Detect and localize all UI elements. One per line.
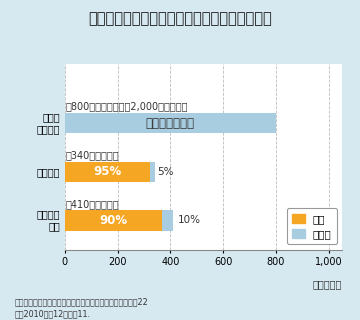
Bar — [65, 210, 162, 231]
Text: 約340万トン発生: 約340万トン発生 — [65, 150, 119, 160]
Text: 5%: 5% — [157, 167, 174, 177]
Text: 資料：農林水産省「バイオマス活用推進基本計画」（平成22
　（2010）年12月）：11.: 資料：農林水産省「バイオマス活用推進基本計画」（平成22 （2010）年12月）… — [14, 298, 148, 318]
Bar — [150, 162, 154, 182]
Text: 10%: 10% — [178, 215, 201, 226]
Text: 木質バイオマスの発生量と利用の現況（推計）: 木質バイオマスの発生量と利用の現況（推計） — [88, 11, 272, 26]
Text: 約410万トン発生: 約410万トン発生 — [65, 199, 119, 209]
Bar — [65, 162, 150, 182]
Text: （万トン）: （万トン） — [312, 279, 342, 289]
Text: ほとんど未利用: ほとんど未利用 — [146, 117, 195, 130]
Bar — [65, 113, 276, 133]
Text: 95%: 95% — [93, 165, 122, 178]
Bar — [162, 210, 173, 231]
Text: 約800万トン発生（約2,000㎥相当））: 約800万トン発生（約2,000㎥相当）） — [65, 102, 188, 112]
Legend: 利用, 未利用: 利用, 未利用 — [287, 208, 337, 244]
Text: 90%: 90% — [99, 214, 127, 227]
